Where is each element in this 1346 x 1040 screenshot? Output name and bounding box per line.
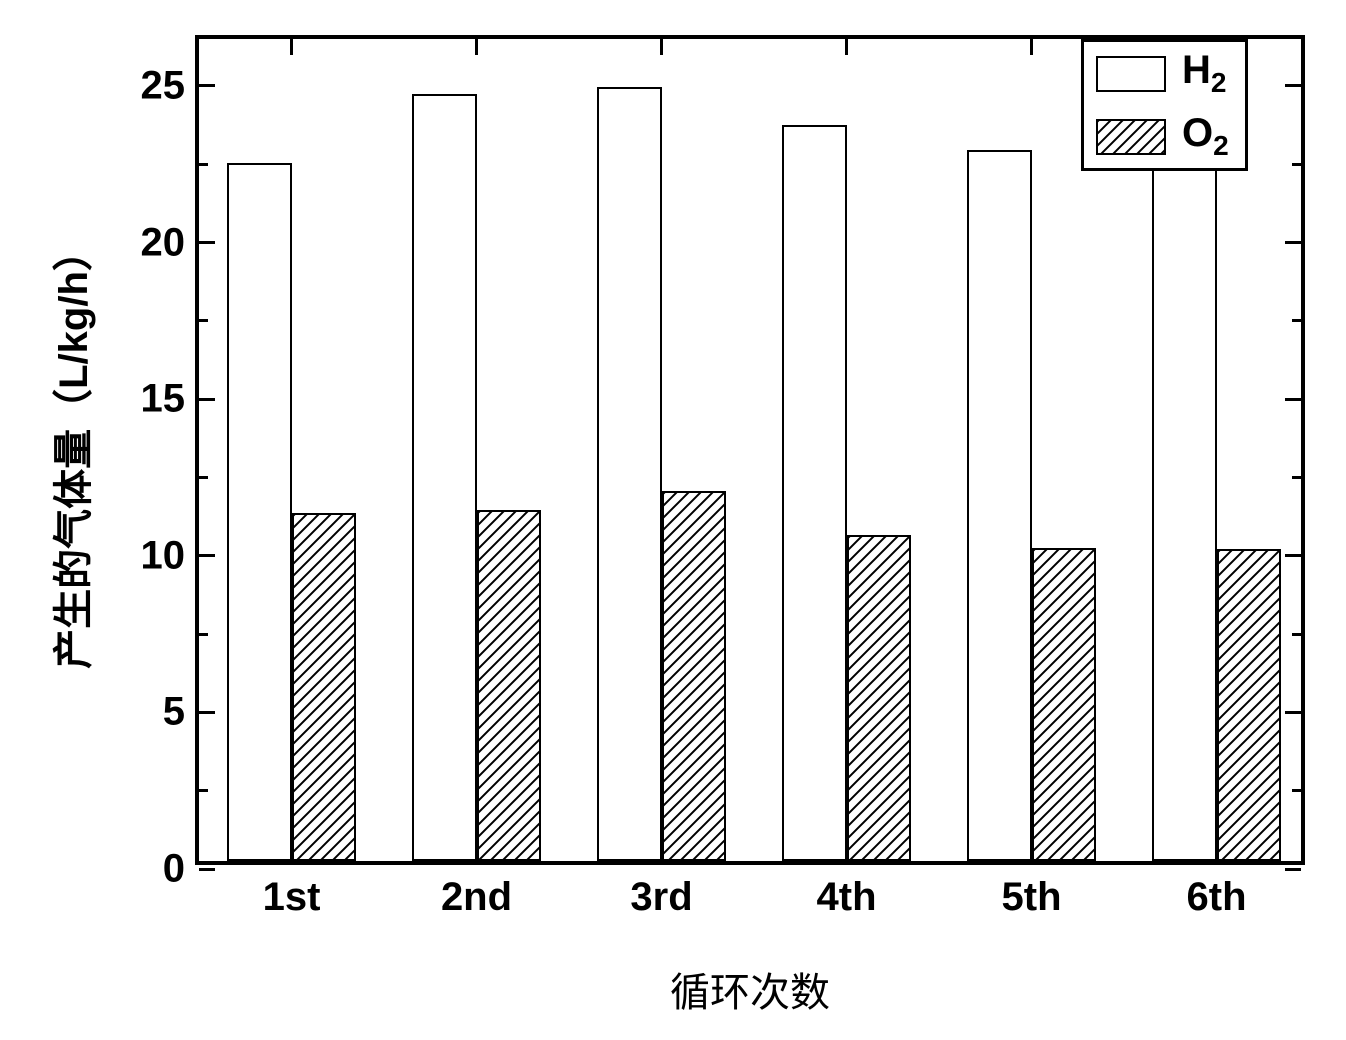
x-tick-label: 5th (1002, 861, 1062, 920)
y-tick-major (199, 711, 215, 714)
legend-swatch-H2 (1096, 56, 1166, 92)
x-tick-major (290, 39, 293, 55)
bar-O2-2nd (477, 510, 542, 861)
y-tick-minor (1292, 476, 1301, 479)
x-tick-major (290, 845, 293, 861)
x-tick-major (1030, 845, 1033, 861)
bar-H2-5th (967, 150, 1032, 861)
y-tick-minor (199, 633, 208, 636)
x-tick-major (845, 845, 848, 861)
y-tick-label: 25 (141, 63, 200, 108)
legend-swatch-O2 (1096, 119, 1166, 155)
x-tick-label: 3rd (630, 861, 692, 920)
x-tick-label: 6th (1187, 861, 1247, 920)
y-tick-major (199, 554, 215, 557)
y-tick-label: 20 (141, 220, 200, 265)
bar-H2-2nd (412, 94, 477, 861)
x-tick-major (660, 845, 663, 861)
legend-label-O2: O2 (1182, 111, 1229, 162)
legend-item-H2: H2 (1084, 42, 1245, 105)
y-tick-major (1285, 868, 1301, 871)
bar-H2-1st (227, 163, 292, 861)
y-axis-label: 产生的气体量（L/kg/h） (41, 231, 99, 669)
legend-item-O2: O2 (1084, 105, 1245, 168)
x-axis-label: 循环次数 (670, 960, 830, 1018)
y-tick-major (199, 241, 215, 244)
y-tick-label: 5 (163, 690, 199, 735)
y-tick-major (1285, 398, 1301, 401)
bar-O2-1st (292, 513, 357, 861)
y-tick-major (1285, 84, 1301, 87)
y-tick-major (199, 868, 215, 871)
bar-O2-6th (1217, 549, 1282, 861)
x-tick-major (660, 39, 663, 55)
x-tick-major (1030, 39, 1033, 55)
y-tick-label: 15 (141, 377, 200, 422)
x-tick-major (1215, 845, 1218, 861)
bar-H2-6th (1152, 166, 1217, 861)
y-tick-major (199, 84, 215, 87)
bar-H2-4th (782, 125, 847, 861)
y-tick-major (1285, 554, 1301, 557)
x-tick-label: 4th (817, 861, 877, 920)
y-tick-minor (1292, 789, 1301, 792)
bar-O2-3rd (662, 491, 727, 861)
y-tick-label: 0 (163, 847, 199, 892)
y-tick-major (1285, 241, 1301, 244)
bar-H2-3rd (597, 87, 662, 861)
x-tick-major (845, 39, 848, 55)
x-tick-major (475, 845, 478, 861)
y-tick-minor (199, 319, 208, 322)
y-tick-major (199, 398, 215, 401)
x-tick-major (475, 39, 478, 55)
y-tick-minor (199, 789, 208, 792)
x-tick-label: 2nd (441, 861, 512, 920)
y-tick-minor (199, 476, 208, 479)
legend: H2O2 (1081, 39, 1248, 171)
y-tick-minor (1292, 319, 1301, 322)
bar-O2-4th (847, 535, 912, 861)
bar-O2-5th (1032, 548, 1097, 861)
y-tick-minor (1292, 633, 1301, 636)
legend-label-H2: H2 (1182, 48, 1226, 99)
y-tick-label: 10 (141, 533, 200, 578)
x-tick-label: 1st (263, 861, 321, 920)
y-tick-major (1285, 711, 1301, 714)
y-tick-minor (1292, 163, 1301, 166)
gas-production-chart: 0 5 10 15 20 25 1st 2nd 3rd 4th 5th 6th 产生的气体量（L/kg… (0, 0, 1346, 1040)
y-tick-minor (199, 163, 208, 166)
